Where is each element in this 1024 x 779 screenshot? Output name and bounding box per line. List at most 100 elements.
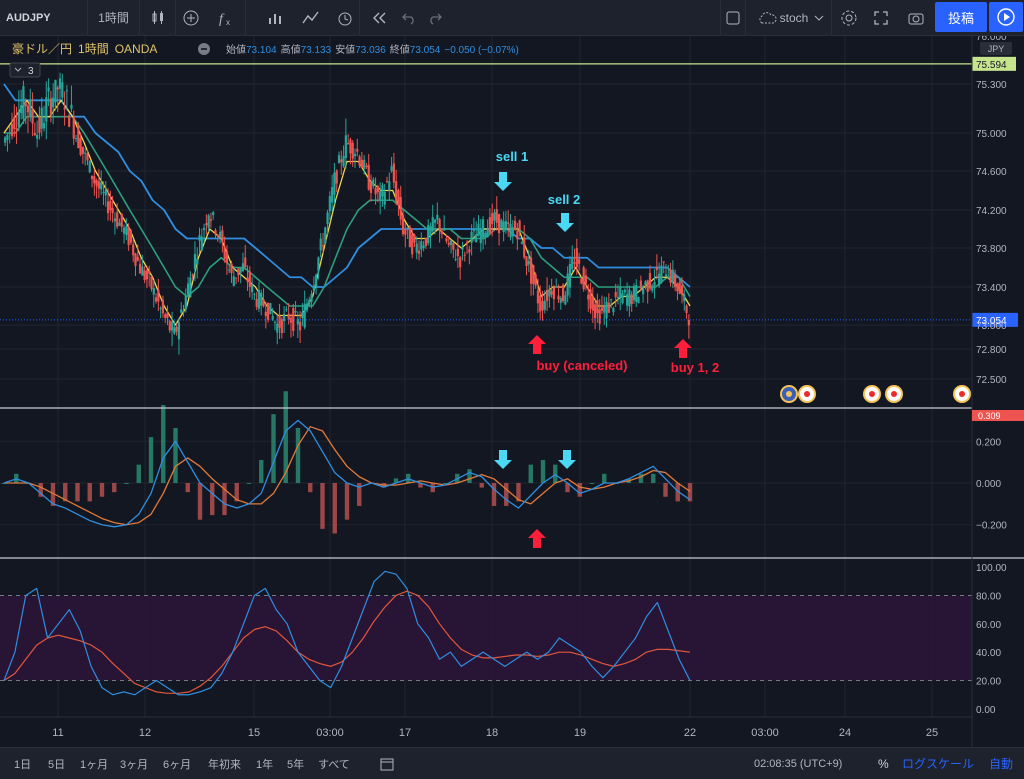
candle-body — [166, 312, 169, 319]
candle-body — [161, 300, 165, 314]
go-to-date-button[interactable] — [380, 748, 394, 779]
macd-histogram-bar — [38, 483, 43, 497]
chevron-down-icon — [814, 15, 824, 21]
chart-area[interactable]: 75.594 73.054 sell 1 sell 2 buy (canceled) b… — [0, 36, 1024, 747]
candle-body — [154, 297, 158, 302]
candle-body — [312, 285, 315, 291]
replay-button[interactable] — [364, 0, 394, 35]
stoch-tick-label: 60.00 — [976, 620, 1001, 631]
time-axis[interactable]: 11 12 15 03:00 17 18 19 22 03:00 24 25 — [52, 727, 938, 739]
candle-body — [90, 175, 94, 180]
candle-body — [22, 86, 25, 119]
layout-button[interactable] — [720, 0, 746, 35]
price-axis[interactable]: 72.500 72.800 73.000 73.400 73.800 74.200 74.6… — [972, 36, 1024, 716]
chart-type-button[interactable] — [140, 0, 176, 35]
alert-button[interactable] — [330, 0, 360, 35]
candle-body — [289, 317, 293, 323]
log-scale-toggle[interactable]: ログスケール — [902, 757, 975, 771]
annotation-label: buy (canceled) — [536, 358, 627, 373]
candle-body — [669, 269, 672, 283]
symbol-search-button[interactable]: AUDJPY — [0, 0, 88, 35]
macd-histogram-bar — [418, 483, 423, 488]
play-button[interactable] — [989, 2, 1023, 32]
range-button[interactable]: 6ヶ月 — [163, 758, 192, 771]
financials-button[interactable] — [296, 0, 326, 35]
candle-body — [225, 251, 229, 264]
candle-body — [47, 87, 50, 92]
legend-name: 豪ドル／円 — [12, 41, 72, 56]
publish-button[interactable]: 投稿 — [935, 2, 987, 32]
price-line-badge — [972, 56, 1016, 71]
macd-histogram-bar — [393, 478, 399, 483]
range-button[interactable]: すべて — [318, 758, 350, 771]
range-button[interactable]: 5年 — [287, 758, 305, 771]
candle-body — [234, 277, 238, 279]
candle-body — [619, 287, 622, 298]
candle-body — [539, 295, 542, 312]
interval-button[interactable]: 1時間 — [88, 0, 140, 35]
arrow-up-icon — [528, 529, 546, 548]
macd-histogram-bar — [50, 483, 56, 506]
candle-body — [301, 312, 304, 318]
range-button[interactable]: 1ヶ月 — [80, 758, 109, 771]
candle-body — [52, 97, 55, 108]
candle-body — [26, 105, 30, 113]
range-button[interactable]: 3ヶ月 — [120, 758, 149, 771]
candle-body — [438, 219, 441, 231]
candle-body — [106, 201, 110, 214]
macd-histogram-bar — [173, 427, 178, 483]
candle-body — [658, 273, 661, 286]
candlestick-icon — [152, 10, 163, 24]
macd-tick-label: 0.200 — [976, 437, 1001, 448]
open-label: 始値 — [226, 43, 246, 56]
arrow-down-icon — [558, 450, 576, 469]
candle-body — [566, 273, 569, 296]
time-tick-label: 11 — [52, 727, 63, 739]
candle-body — [218, 231, 222, 237]
range-button[interactable]: 年初来 — [208, 758, 241, 771]
auto-scale-toggle[interactable]: 自動 — [989, 757, 1014, 771]
fullscreen-button[interactable] — [868, 0, 894, 35]
candle-body — [340, 159, 343, 163]
range-button[interactable]: 1年 — [256, 758, 274, 771]
candle-body — [337, 155, 341, 163]
macd-histogram-bar — [161, 404, 166, 483]
candle-body — [344, 135, 347, 159]
cloud-save-button[interactable]: stoch — [750, 0, 832, 35]
candle-body — [431, 217, 434, 232]
candle-body — [477, 223, 480, 236]
candle-body — [635, 285, 638, 302]
macd-histogram-bar — [491, 483, 497, 506]
candle-body — [81, 146, 84, 154]
candle-body — [369, 182, 373, 193]
range-button[interactable]: 1日 — [14, 758, 32, 771]
clock-time[interactable]: 02:08:35 (UTC+9) — [754, 757, 843, 770]
candle-body — [13, 117, 16, 129]
arrow-down-icon — [494, 450, 512, 469]
settings-button[interactable] — [836, 0, 862, 35]
candle-body — [299, 321, 302, 331]
candle-body — [413, 234, 416, 243]
templates-button[interactable] — [260, 0, 290, 35]
indicator-collapse-button[interactable] — [9, 62, 41, 78]
candle-body — [138, 263, 142, 274]
candle-body — [152, 288, 155, 295]
candle-body — [383, 191, 386, 205]
redo-button[interactable] — [422, 0, 448, 35]
stoch-tick-label: 80.00 — [976, 591, 1001, 602]
event-markers[interactable] — [780, 385, 971, 403]
snapshot-button[interactable] — [902, 0, 930, 35]
undo-button[interactable] — [396, 0, 422, 35]
candle-body — [315, 274, 318, 287]
undo-icon — [402, 13, 414, 25]
candle-body — [436, 214, 439, 220]
percent-toggle[interactable]: % — [878, 756, 889, 771]
candle-body — [427, 225, 430, 244]
compare-button[interactable] — [176, 0, 206, 35]
candle-body — [374, 188, 377, 195]
candle-body — [202, 227, 206, 231]
candle-body — [283, 313, 286, 322]
candle-body — [20, 105, 23, 114]
range-button[interactable]: 5日 — [48, 758, 66, 771]
